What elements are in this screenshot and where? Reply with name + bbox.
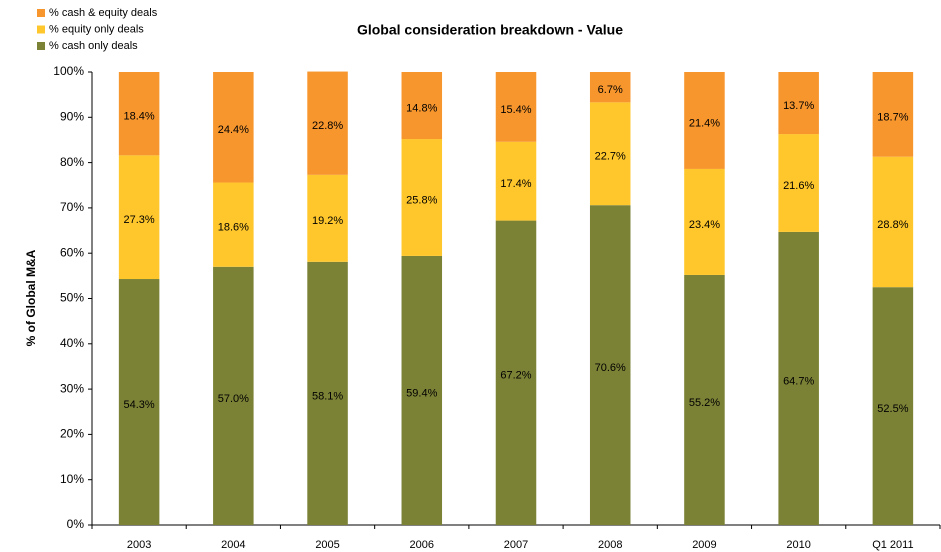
bar-segment	[684, 274, 725, 525]
legend-swatch	[37, 9, 45, 17]
x-tick-label: 2003	[127, 539, 151, 551]
y-tick-label: 40%	[60, 336, 84, 350]
bar-segment	[213, 266, 254, 525]
value-label: 18.4%	[124, 111, 155, 123]
x-tick-label: 2010	[786, 539, 810, 551]
y-tick-label: 30%	[60, 381, 84, 395]
y-tick-label: 10%	[60, 472, 84, 486]
bar-segment	[778, 231, 819, 525]
bar-segment	[589, 102, 631, 206]
value-label: 23.4%	[689, 219, 720, 231]
bar-segment	[401, 72, 443, 140]
bar-segment	[872, 287, 914, 525]
bar-segment	[401, 139, 443, 256]
bar-segment	[495, 220, 537, 526]
y-tick-label: 20%	[60, 427, 84, 441]
bar-segment	[872, 72, 914, 157]
x-tick-label: 2007	[504, 539, 528, 551]
bar-segment	[307, 174, 348, 262]
x-tick-label: 2005	[315, 539, 339, 551]
bar-segment	[118, 279, 160, 525]
legend-label: % equity only deals	[49, 23, 144, 35]
value-label: 24.4%	[218, 124, 249, 136]
value-label: 58.1%	[312, 390, 343, 402]
value-label: 17.4%	[500, 178, 531, 190]
y-tick-label: 60%	[60, 245, 84, 259]
legend-label: % cash & equity deals	[49, 7, 158, 19]
y-axis-label: % of Global M&A	[24, 249, 38, 346]
value-label: 18.6%	[218, 222, 249, 234]
x-tick-label: Q1 2011	[872, 539, 913, 551]
value-label: 28.8%	[877, 219, 908, 231]
value-label: 19.2%	[312, 215, 343, 227]
bar-segment	[118, 72, 160, 156]
y-tick-label: 70%	[60, 200, 84, 214]
y-tick-label: 100%	[53, 64, 84, 78]
value-label: 55.2%	[689, 397, 720, 409]
value-label: 6.7%	[598, 84, 623, 96]
chart-title: Global consideration breakdown - Value	[357, 22, 623, 38]
y-tick-label: 80%	[60, 155, 84, 169]
value-label: 21.4%	[689, 117, 720, 129]
value-label: 25.8%	[406, 194, 437, 206]
value-label: 52.5%	[877, 403, 908, 415]
bar-segment	[778, 134, 819, 232]
x-tick-label: 2009	[692, 539, 716, 551]
bar-segment	[118, 155, 160, 280]
value-label: 22.8%	[312, 120, 343, 132]
value-label: 67.2%	[500, 370, 531, 382]
bar-segment	[213, 72, 254, 183]
bar-segment	[495, 72, 537, 142]
value-label: 59.4%	[406, 387, 437, 399]
bar-segment	[684, 72, 725, 169]
x-tick-label: 2008	[598, 539, 622, 551]
y-tick-label: 0%	[67, 517, 85, 531]
bar-segment	[778, 72, 819, 135]
legend-swatch	[37, 42, 45, 50]
value-label: 64.7%	[783, 375, 814, 387]
value-label: 18.7%	[877, 111, 908, 123]
value-label: 27.3%	[124, 214, 155, 226]
value-label: 54.3%	[124, 399, 155, 411]
bar-segment	[307, 261, 348, 525]
x-tick-label: 2004	[221, 539, 245, 551]
value-label: 13.7%	[783, 100, 814, 112]
bar-segment	[589, 72, 631, 103]
value-label: 57.0%	[218, 393, 249, 405]
value-label: 14.8%	[406, 102, 437, 114]
bar-segment	[589, 205, 631, 525]
bar-segment	[684, 168, 725, 275]
legend-label: % cash only deals	[49, 40, 138, 52]
y-tick-label: 90%	[60, 109, 84, 123]
legend-swatch	[37, 25, 45, 34]
bar-segment	[872, 156, 914, 288]
value-label: 21.6%	[783, 180, 814, 192]
value-label: 22.7%	[595, 151, 626, 163]
x-tick-label: 2006	[410, 539, 434, 551]
bar-segment	[307, 71, 348, 175]
value-label: 15.4%	[500, 104, 531, 116]
bar-segment	[213, 182, 254, 267]
y-tick-label: 50%	[60, 291, 84, 305]
bar-segment	[401, 255, 443, 525]
value-label: 70.6%	[595, 362, 626, 374]
bar-segment	[495, 141, 537, 221]
